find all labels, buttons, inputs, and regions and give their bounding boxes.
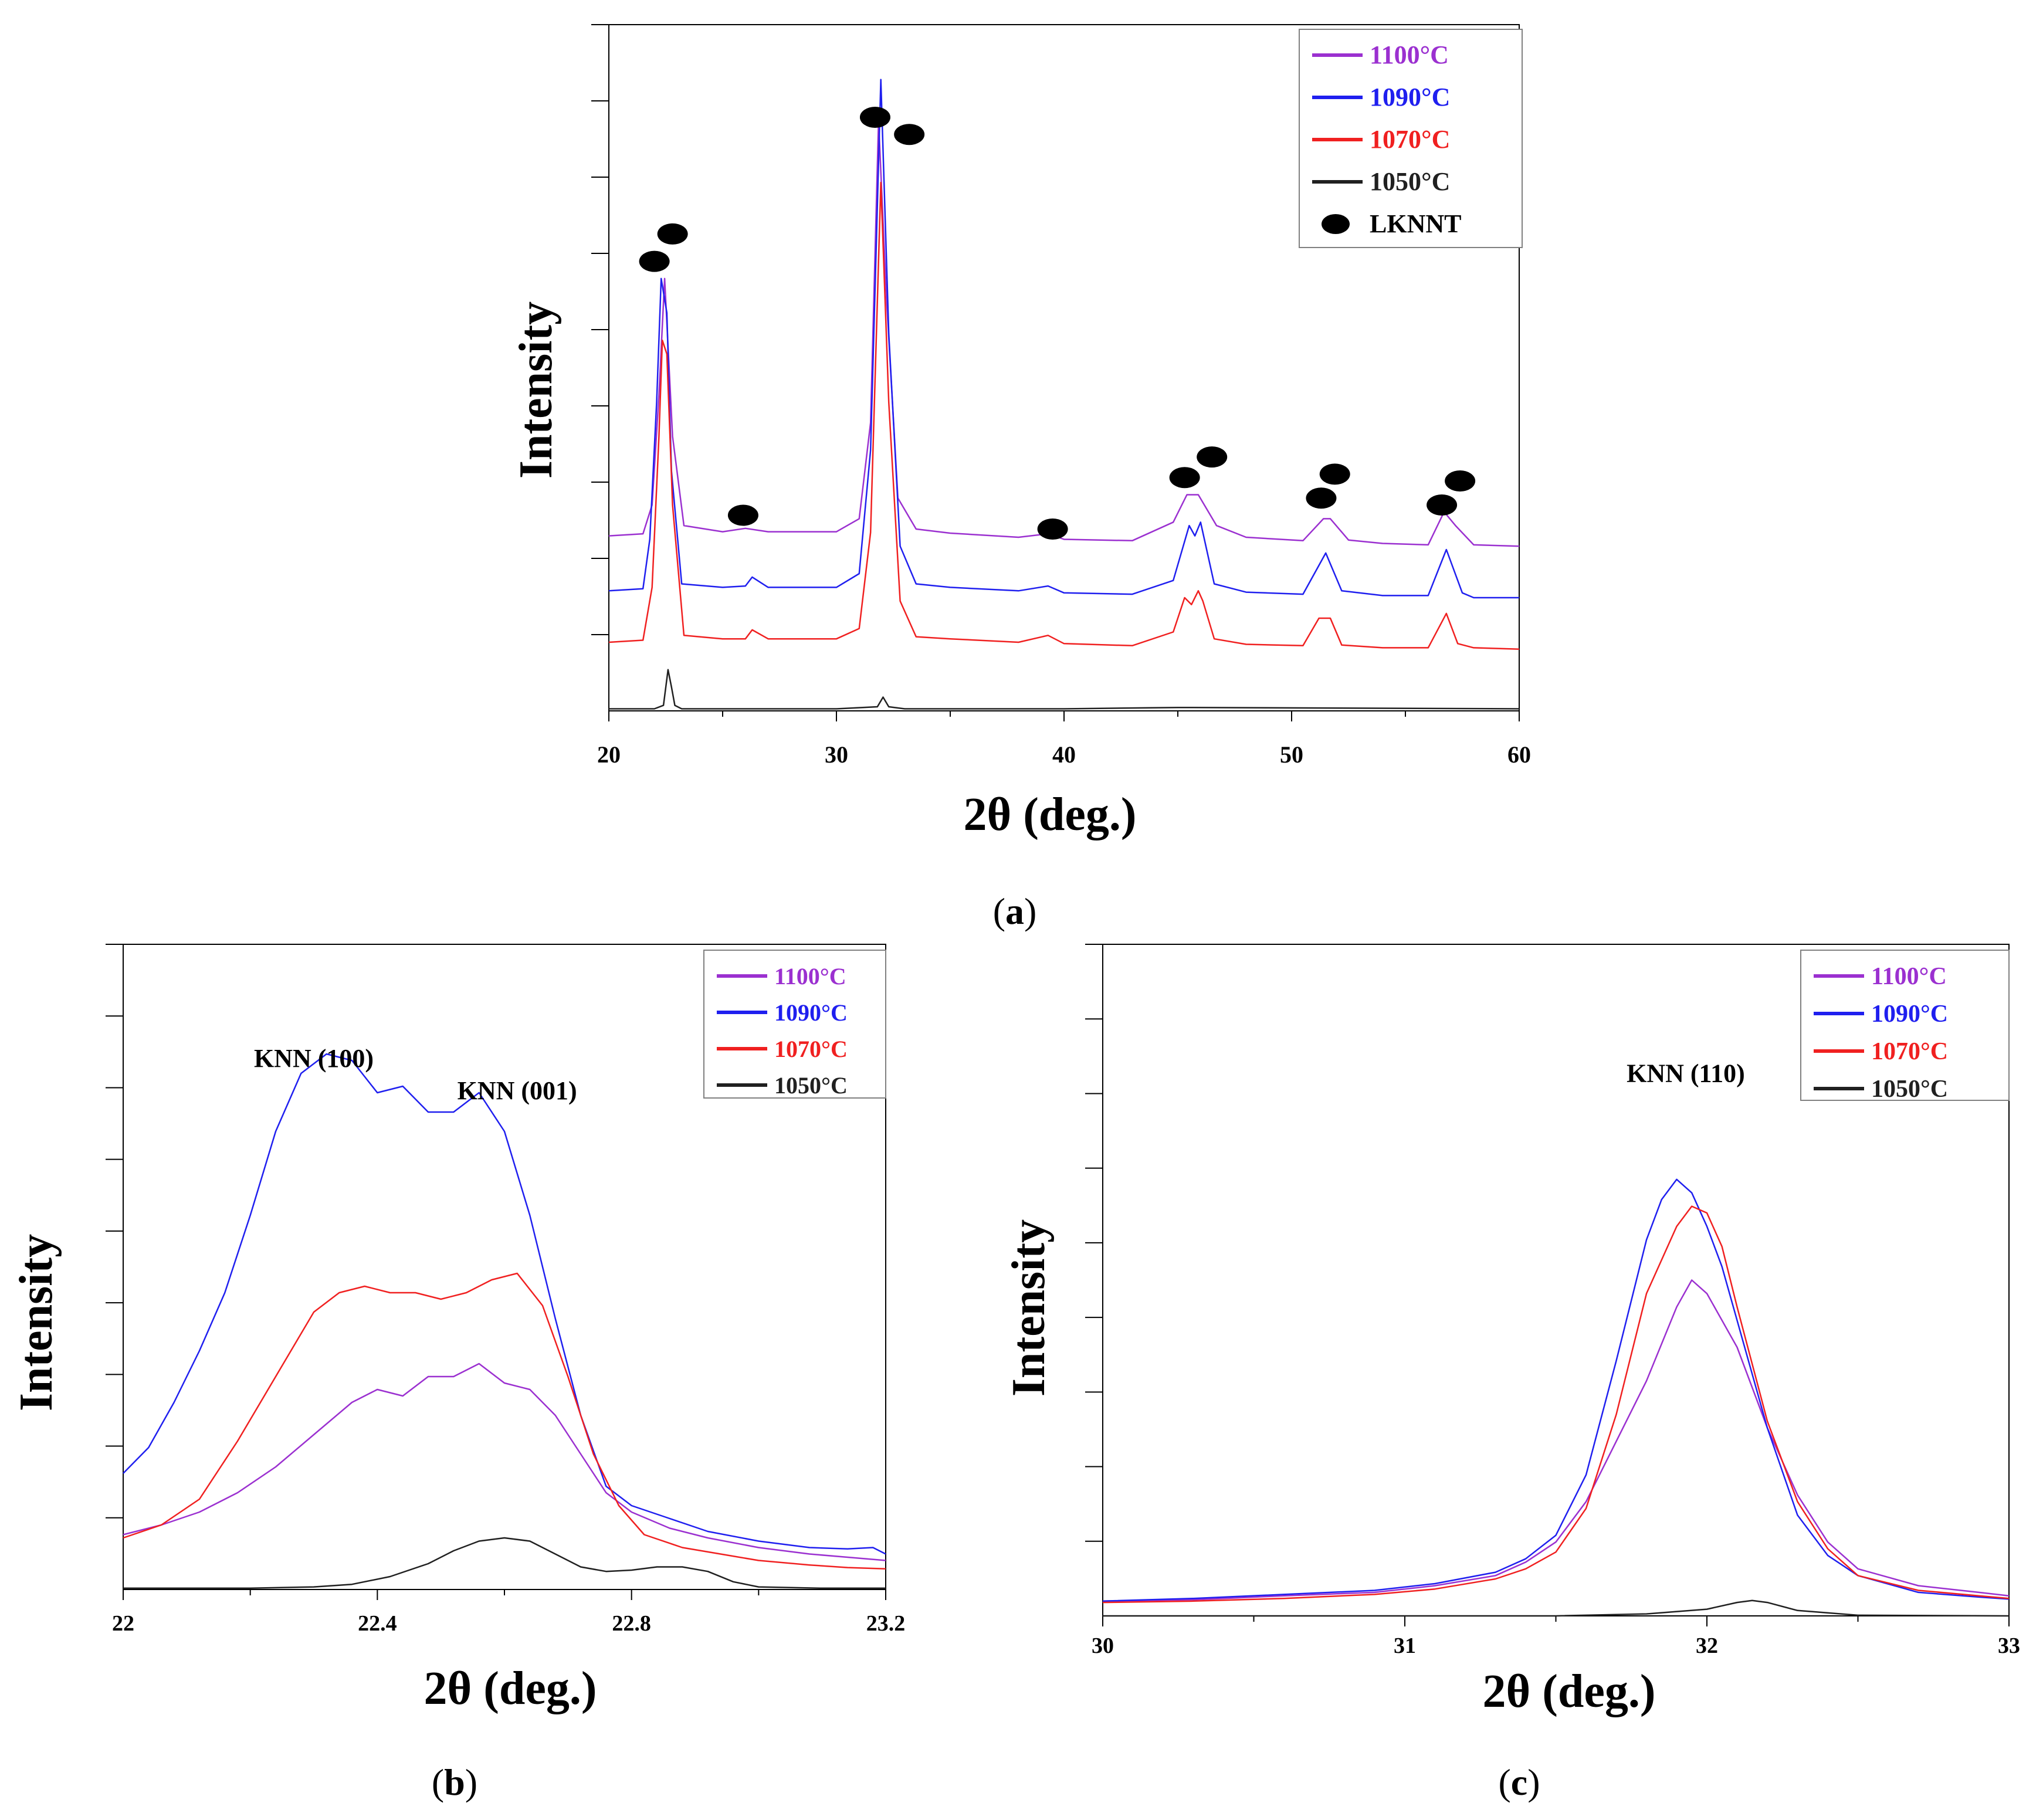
lknnt-marker xyxy=(657,223,688,245)
legend-label-1050: 1050°C xyxy=(1871,1076,1948,1103)
lknnt-marker xyxy=(1319,463,1350,485)
series-line-1090 xyxy=(123,1053,886,1555)
series-line-1090 xyxy=(1102,1178,2010,1602)
caption-letter: c xyxy=(1511,1761,1527,1803)
lknnt-marker xyxy=(1037,518,1068,540)
peak-annotation: KNN (110) xyxy=(1627,1059,1745,1088)
lknnt-marker xyxy=(859,106,890,128)
panel-caption: (c) xyxy=(1498,1761,1540,1803)
legend-label-1050: 1050°C xyxy=(1370,167,1450,196)
y-axis-label: Intensity xyxy=(11,1234,62,1411)
legend-label-1070: 1070°C xyxy=(774,1036,848,1062)
peak-annotation: KNN (001) xyxy=(458,1076,577,1105)
series-line-1050 xyxy=(1103,1599,2010,1617)
panel-caption: (b) xyxy=(432,1761,477,1803)
x-tick-label: 31 xyxy=(1394,1633,1416,1658)
x-tick-label: 60 xyxy=(1507,741,1531,768)
series-line-1070 xyxy=(123,1272,886,1570)
y-axis-label: Intensity xyxy=(510,301,562,479)
legend-label-1090: 1090°C xyxy=(1370,83,1450,111)
legend-label-1050: 1050°C xyxy=(774,1072,848,1099)
panel-b-chart: 22 22.4 22.8 23.2 KNN (100) KNN (001) 1100°C 10… xyxy=(11,944,905,1803)
x-tick-label: 33 xyxy=(1998,1633,2020,1658)
x-axis-label: 2θ (deg.) xyxy=(1482,1666,1655,1717)
series-line-1100 xyxy=(123,1363,886,1561)
caption-paren-open: ( xyxy=(1498,1761,1510,1803)
x-tick-label: 22.4 xyxy=(358,1611,397,1636)
caption-paren-open: ( xyxy=(432,1761,444,1803)
legend-label-1100: 1100°C xyxy=(774,963,846,989)
x-tick-label: 30 xyxy=(825,741,848,768)
x-tick-label: 50 xyxy=(1280,741,1303,768)
peak-annotation: KNN (100) xyxy=(254,1044,374,1073)
series-line-1050 xyxy=(609,669,1520,710)
series-line-1050 xyxy=(123,1537,886,1589)
x-tick-label: 23.2 xyxy=(866,1611,906,1636)
lknnt-marker xyxy=(1445,470,1476,492)
y-axis-label: Intensity xyxy=(1003,1219,1055,1397)
legend-label-1090: 1090°C xyxy=(1871,1001,1948,1028)
x-tick-label: 30 xyxy=(1092,1633,1114,1658)
series-line-1090 xyxy=(608,79,1519,599)
panel-a-chart: 20 30 40 50 60 1100°C 1090°C 1070°C 1050°C LKNNT 2… xyxy=(510,24,1531,932)
lknnt-marker xyxy=(1306,487,1337,509)
caption-paren-open: ( xyxy=(993,890,1005,932)
series-line-1070 xyxy=(608,181,1520,650)
series-line-1100 xyxy=(1102,1279,2010,1602)
lknnt-marker xyxy=(727,504,758,526)
lknnt-marker xyxy=(1169,467,1200,489)
x-tick-label: 32 xyxy=(1696,1633,1718,1658)
caption-paren-close: ) xyxy=(1024,890,1036,932)
series-line-1070 xyxy=(1102,1205,2010,1604)
lknnt-marker xyxy=(1427,494,1458,516)
caption-letter: b xyxy=(444,1761,465,1803)
x-axis-label: 2θ (deg.) xyxy=(423,1663,597,1714)
legend-label-1090: 1090°C xyxy=(774,999,848,1026)
legend-label-lknnt: LKNNT xyxy=(1370,209,1461,238)
panel-c-chart: 30 31 32 33 KNN (110) 1100°C 1090°C 1070°C 1050°… xyxy=(1003,944,2020,1803)
lknnt-marker xyxy=(894,124,925,145)
lknnt-marker xyxy=(1197,446,1228,468)
lknnt-marker xyxy=(639,250,670,272)
x-tick-label: 22.8 xyxy=(612,1611,651,1636)
x-tick-label: 20 xyxy=(597,741,621,768)
panel-caption: (a) xyxy=(993,890,1037,932)
legend-label-1070: 1070°C xyxy=(1871,1038,1948,1065)
x-tick-label: 40 xyxy=(1052,741,1076,768)
x-axis-label: 2θ (deg.) xyxy=(963,789,1136,840)
legend-marker-lknnt xyxy=(1322,214,1350,234)
series-line-1100 xyxy=(608,120,1520,547)
legend-label-1100: 1100°C xyxy=(1871,963,1947,990)
caption-paren-close: ) xyxy=(465,1761,477,1803)
caption-paren-close: ) xyxy=(1527,1761,1540,1803)
caption-letter: a xyxy=(1005,890,1024,932)
legend-label-1070: 1070°C xyxy=(1370,125,1450,154)
legend-box xyxy=(703,950,886,1099)
x-tick-label: 22 xyxy=(112,1611,134,1636)
legend-label-1100: 1100°C xyxy=(1370,40,1449,69)
